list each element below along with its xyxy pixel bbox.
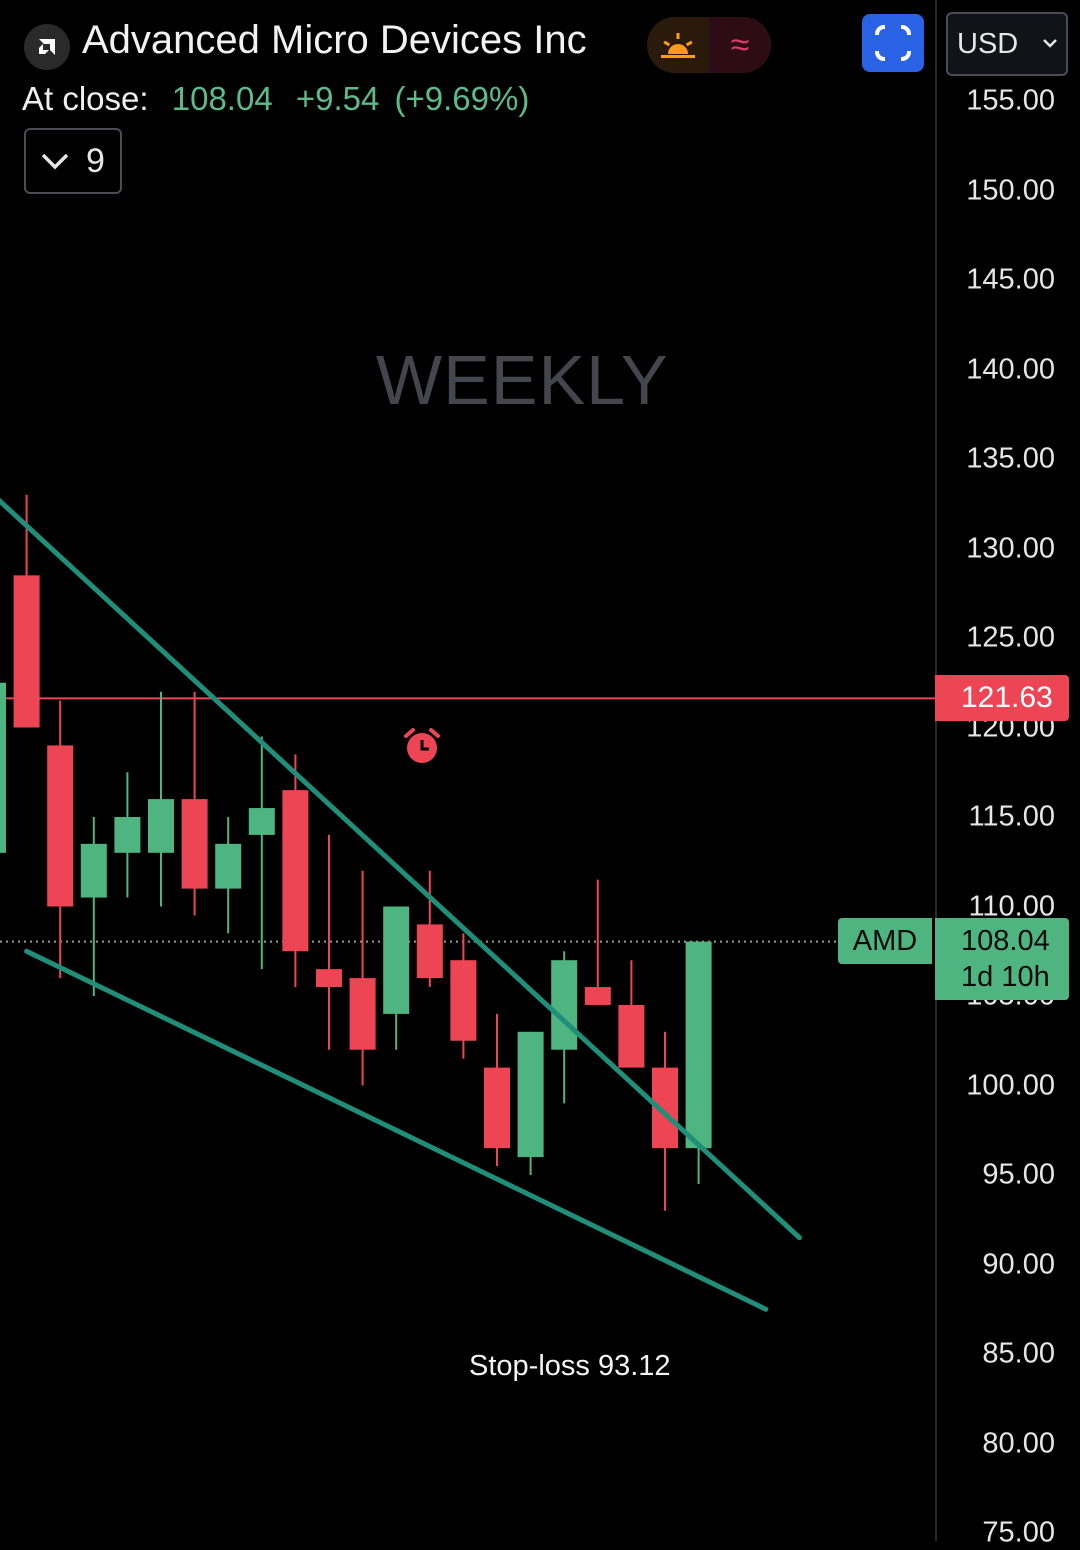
wave-icon[interactable]: ≈ bbox=[709, 17, 771, 73]
candle-body[interactable] bbox=[148, 799, 174, 853]
candle-body[interactable] bbox=[47, 745, 74, 907]
candle-body[interactable] bbox=[618, 1004, 645, 1068]
price-tick-label: 135.00 bbox=[966, 442, 1055, 475]
fullscreen-icon bbox=[873, 23, 913, 63]
quote-row: At close: 108.04 +9.54 (+9.69%) bbox=[22, 80, 529, 118]
candlestick-chart[interactable] bbox=[0, 0, 935, 1541]
candle-body[interactable] bbox=[0, 682, 6, 853]
price-tick-label: 75.00 bbox=[982, 1516, 1055, 1549]
price-axis[interactable]: 155.00 150.00 145.00 140.00 135.00 130.00 125.… bbox=[937, 0, 1080, 1549]
price-tick-label: 125.00 bbox=[966, 621, 1055, 654]
price-change: +9.54 bbox=[295, 80, 380, 117]
indicators-toggle-button[interactable]: 9 bbox=[24, 128, 122, 194]
candle-body[interactable] bbox=[282, 790, 309, 952]
candle-body[interactable] bbox=[316, 969, 342, 988]
currency-label: USD bbox=[957, 27, 1019, 60]
indicator-count: 9 bbox=[86, 141, 105, 180]
price-tick-label: 95.00 bbox=[982, 1158, 1055, 1191]
price-tick-label: 90.00 bbox=[982, 1248, 1055, 1280]
symbol-title[interactable]: Advanced Micro Devices Inc bbox=[82, 18, 587, 62]
session-toggle[interactable]: ≈ bbox=[647, 17, 771, 73]
amd-logo-icon[interactable] bbox=[24, 24, 70, 70]
price-change-percent: (+9.69%) bbox=[394, 80, 530, 117]
price-tick-label: 145.00 bbox=[966, 263, 1055, 296]
candle-body[interactable] bbox=[248, 808, 275, 835]
ticker-label: AMD bbox=[838, 918, 932, 964]
bar-countdown: 1d 10h bbox=[961, 961, 1050, 993]
candle-body[interactable] bbox=[80, 843, 107, 898]
axis-divider bbox=[935, 0, 937, 1541]
candle-body[interactable] bbox=[181, 799, 208, 889]
candle-body[interactable] bbox=[416, 924, 443, 979]
price-tick-label: 115.00 bbox=[968, 800, 1055, 833]
candle-body[interactable] bbox=[484, 1067, 510, 1149]
price-tick-label: 150.00 bbox=[966, 174, 1055, 206]
price-tick-label: 85.00 bbox=[982, 1337, 1055, 1370]
sun-icon[interactable] bbox=[647, 17, 709, 73]
candle-body[interactable] bbox=[13, 575, 40, 728]
candle-body[interactable] bbox=[584, 987, 611, 1005]
candle-body[interactable] bbox=[450, 960, 477, 1041]
price-tick-label: 100.00 bbox=[966, 1069, 1055, 1101]
interval-watermark: WEEKLY bbox=[376, 341, 669, 419]
price-tick-label: 110.00 bbox=[968, 890, 1055, 922]
fullscreen-button[interactable] bbox=[862, 14, 924, 72]
price-tick-label: 80.00 bbox=[982, 1427, 1055, 1459]
alert-price-label[interactable]: 121.63 bbox=[935, 675, 1069, 721]
candle-body[interactable] bbox=[383, 906, 410, 1014]
chevron-down-icon bbox=[41, 153, 69, 170]
lower-trendline[interactable] bbox=[24, 948, 769, 1312]
close-price: 108.04 bbox=[171, 80, 273, 117]
candle-body[interactable] bbox=[551, 960, 578, 1050]
alarm-clock-icon[interactable] bbox=[402, 726, 442, 771]
candle-body[interactable] bbox=[349, 978, 376, 1050]
stop-loss-annotation[interactable]: Stop-loss 93.12 bbox=[469, 1350, 671, 1382]
chevron-down-icon bbox=[1042, 32, 1058, 55]
currency-select[interactable]: USD bbox=[946, 12, 1068, 76]
upper-trendline[interactable] bbox=[0, 495, 802, 1241]
candle-body[interactable] bbox=[685, 941, 712, 1149]
candle-body[interactable] bbox=[114, 817, 141, 853]
last-price-label: 108.04 1d 10h bbox=[935, 918, 1069, 1000]
price-tick-label: 130.00 bbox=[966, 532, 1055, 564]
at-close-label: At close: bbox=[22, 80, 149, 117]
last-price-value: 108.04 bbox=[961, 925, 1050, 957]
price-tick-label: 155.00 bbox=[966, 84, 1055, 117]
candle-body[interactable] bbox=[215, 843, 242, 889]
candle-body[interactable] bbox=[517, 1031, 544, 1158]
price-tick-label: 140.00 bbox=[966, 353, 1055, 385]
